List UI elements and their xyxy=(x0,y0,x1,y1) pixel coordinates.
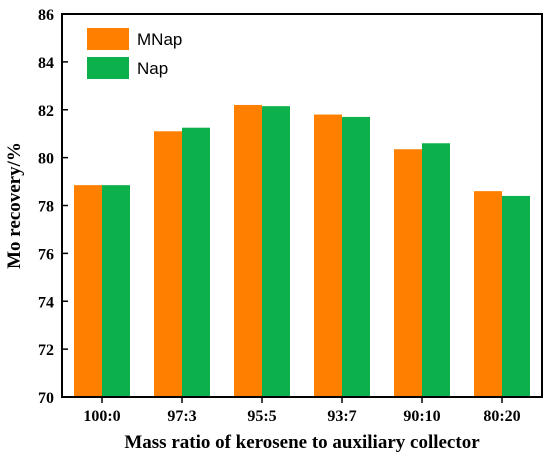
bar-mnap-2 xyxy=(154,131,182,397)
x-tick-label: 90:10 xyxy=(403,408,440,425)
bars-group xyxy=(74,104,530,398)
bar-nap-5 xyxy=(422,143,450,397)
bar-mnap-6 xyxy=(474,191,502,397)
bar-mnap-1 xyxy=(74,185,102,397)
bar-nap-4 xyxy=(342,116,370,398)
bar-nap-1 xyxy=(102,185,130,397)
y-tick-label: 76 xyxy=(38,246,54,263)
legend: MNap Nap xyxy=(87,28,182,79)
y-tick-label: 70 xyxy=(38,390,54,407)
legend-label-nap: Nap xyxy=(137,59,168,78)
bar-mnap-3 xyxy=(234,104,262,398)
legend-swatch-nap xyxy=(87,57,129,79)
y-axis-title: Mo recovery/% xyxy=(4,142,25,269)
bar-mnap-4 xyxy=(314,114,342,397)
bar-mnap-5 xyxy=(394,149,422,397)
y-tick-label: 84 xyxy=(38,55,54,72)
y-axis-ticks: 70 72 74 76 78 80 82 84 86 xyxy=(38,7,68,407)
x-axis-ticks: 100:0 97:3 95:5 93:7 90:10 80:20 xyxy=(83,397,521,425)
bar-nap-6 xyxy=(502,195,530,397)
x-tick-label: 95:5 xyxy=(247,408,276,425)
y-tick-label: 82 xyxy=(38,103,54,120)
x-tick-label: 93:7 xyxy=(327,408,356,425)
legend-swatch-mnap xyxy=(87,28,129,50)
bar-nap-3 xyxy=(262,106,290,398)
legend-label-mnap: MNap xyxy=(137,30,182,49)
x-tick-label: 100:0 xyxy=(83,408,120,425)
y-tick-label: 80 xyxy=(38,151,54,168)
x-tick-label: 97:3 xyxy=(167,408,196,425)
y-tick-label: 72 xyxy=(38,342,54,359)
x-tick-label: 80:20 xyxy=(483,408,520,425)
plot-frame xyxy=(61,13,543,398)
bar-nap-2 xyxy=(182,127,210,397)
y-tick-label: 74 xyxy=(38,294,54,311)
x-axis-title: Mass ratio of kerosene to auxiliary coll… xyxy=(124,432,480,453)
y-tick-label: 78 xyxy=(38,199,54,216)
y-tick-label: 86 xyxy=(38,7,54,24)
